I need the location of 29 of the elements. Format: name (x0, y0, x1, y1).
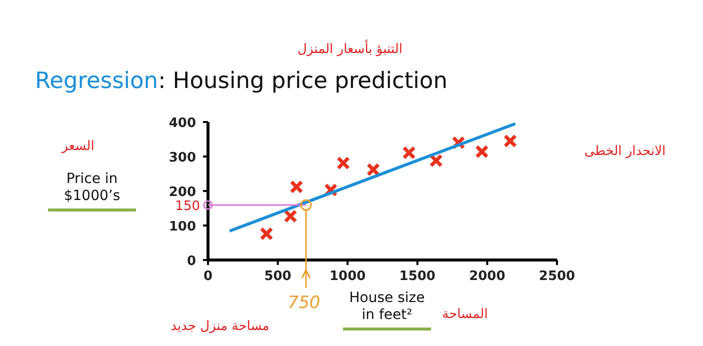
point (336, 156, 350, 170)
text: الانحدار الخطى (584, 144, 666, 159)
text: المساحة (442, 307, 488, 322)
x-tick-label: 1000 (330, 269, 366, 284)
y-tick-label: 400 (168, 116, 196, 131)
x-axis-title: House size in feet² (349, 290, 425, 323)
y-axis-title: Price in $1000’s (64, 171, 120, 204)
point (475, 144, 489, 158)
point (402, 146, 416, 160)
text: التنبؤ بأسعار المنزل (298, 39, 402, 57)
text: 150 (175, 199, 200, 214)
x-tick-label: 500 (264, 269, 292, 284)
x-tick-label: 0 (203, 269, 213, 284)
y-tick-label: 0 (186, 254, 196, 269)
y-tick-label: 200 (168, 185, 196, 200)
text: 750 (288, 293, 320, 313)
chart-title: Regression: Housing price prediction (35, 68, 448, 94)
text: السعر (60, 139, 94, 154)
x-tick-label: 1500 (399, 269, 436, 284)
y-tick-label: 300 (168, 150, 196, 166)
point (503, 134, 517, 148)
point (260, 227, 274, 241)
x-tick-label: 2000 (469, 269, 506, 284)
point (284, 209, 298, 223)
x-tick-label: 2500 (538, 269, 576, 284)
text: مساحة منزل جديد (170, 319, 270, 334)
point (429, 154, 443, 168)
y-tick-label: 100 (168, 220, 196, 234)
point (290, 180, 304, 194)
